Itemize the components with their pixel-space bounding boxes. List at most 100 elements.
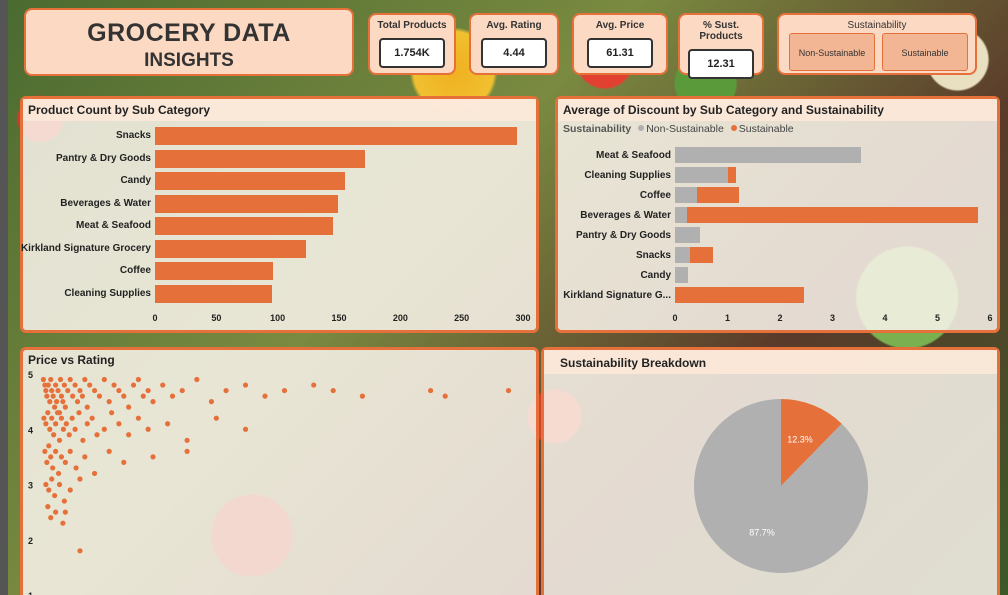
- scatter-point[interactable]: [55, 387, 61, 394]
- scatter-point[interactable]: [58, 393, 65, 399]
- scatter-point[interactable]: [67, 376, 73, 383]
- legend-item-sustainable[interactable]: Sustainable: [738, 123, 794, 135]
- scatter-point[interactable]: [54, 410, 61, 416]
- scatter-point[interactable]: [116, 387, 122, 394]
- scatter-point[interactable]: [49, 387, 55, 394]
- pie-slice[interactable]: [694, 399, 868, 573]
- scatter-point[interactable]: [51, 432, 57, 438]
- slicer-option-non-sustainable[interactable]: Non-Sustainable: [789, 33, 875, 71]
- scatter-point[interactable]: [76, 410, 82, 416]
- scatter-point[interactable]: [116, 421, 122, 427]
- scatter-point[interactable]: [84, 421, 90, 427]
- scatter-point[interactable]: [121, 393, 127, 399]
- scatter-point[interactable]: [96, 393, 103, 399]
- scatter-point[interactable]: [49, 415, 55, 421]
- scatter-point[interactable]: [65, 387, 71, 394]
- scatter-point[interactable]: [77, 476, 83, 482]
- scatter-point[interactable]: [126, 432, 132, 438]
- scatter-point[interactable]: [179, 387, 185, 394]
- scatter-point[interactable]: [43, 387, 49, 394]
- scatter-point[interactable]: [106, 448, 112, 454]
- scatter-point[interactable]: [58, 415, 65, 421]
- scatter-point[interactable]: [213, 415, 219, 421]
- scatter-point[interactable]: [94, 432, 100, 438]
- scatter-point[interactable]: [77, 548, 83, 554]
- scatter-point[interactable]: [74, 399, 81, 405]
- scatter-point[interactable]: [72, 426, 78, 432]
- scatter-point[interactable]: [48, 376, 54, 383]
- scatter-point[interactable]: [145, 387, 151, 394]
- scatter-point[interactable]: [135, 376, 141, 383]
- scatter-point[interactable]: [106, 399, 112, 405]
- scatter-point[interactable]: [130, 382, 137, 388]
- scatter-point[interactable]: [52, 404, 58, 410]
- scatter-point[interactable]: [145, 426, 151, 432]
- scatter-point[interactable]: [87, 382, 93, 388]
- scatter-point[interactable]: [223, 387, 229, 394]
- scatter-point[interactable]: [160, 382, 166, 388]
- scatter-point[interactable]: [45, 382, 51, 388]
- scatter-point[interactable]: [56, 437, 63, 443]
- scatter-point[interactable]: [49, 476, 55, 482]
- scatter-point[interactable]: [505, 387, 512, 394]
- scatter-point[interactable]: [82, 454, 88, 460]
- scatter-point[interactable]: [45, 504, 51, 510]
- scatter-point[interactable]: [242, 382, 249, 388]
- pie-slice[interactable]: [781, 399, 842, 486]
- scatter-point[interactable]: [67, 448, 73, 454]
- scatter-point[interactable]: [47, 426, 53, 432]
- scatter-point[interactable]: [53, 509, 59, 515]
- scatter-point[interactable]: [428, 387, 434, 394]
- scatter-point[interactable]: [60, 520, 66, 526]
- scatter-point[interactable]: [50, 465, 56, 471]
- scatter-point[interactable]: [135, 415, 141, 421]
- scatter-point[interactable]: [46, 487, 52, 493]
- scatter-point[interactable]: [61, 498, 67, 504]
- scatter-point[interactable]: [70, 393, 76, 399]
- scatter-point[interactable]: [62, 459, 68, 465]
- scatter-point[interactable]: [101, 376, 107, 383]
- scatter-point[interactable]: [281, 387, 288, 394]
- scatter-point[interactable]: [60, 399, 66, 405]
- scatter-point[interactable]: [67, 487, 73, 493]
- scatter-point[interactable]: [208, 399, 215, 405]
- scatter-point[interactable]: [57, 376, 64, 383]
- scatter-point[interactable]: [262, 393, 268, 399]
- scatter-point[interactable]: [46, 443, 52, 449]
- scatter-point[interactable]: [121, 459, 127, 465]
- scatter-point[interactable]: [47, 399, 53, 405]
- scatter-point[interactable]: [50, 393, 56, 399]
- scatter-point[interactable]: [242, 426, 249, 432]
- scatter-point[interactable]: [442, 393, 448, 399]
- legend-item-non-sustainable[interactable]: Non-Sustainable: [646, 123, 724, 135]
- scatter-point[interactable]: [73, 465, 79, 471]
- scatter-point[interactable]: [66, 432, 72, 438]
- scatter-point[interactable]: [311, 382, 317, 388]
- scatter-point[interactable]: [79, 393, 85, 399]
- scatter-point[interactable]: [52, 492, 58, 499]
- scatter-point[interactable]: [69, 415, 75, 421]
- scatter-point[interactable]: [53, 448, 59, 454]
- scatter-point[interactable]: [60, 426, 67, 432]
- scatter-point[interactable]: [184, 448, 190, 454]
- scatter-point[interactable]: [58, 454, 65, 460]
- scatter-point[interactable]: [330, 387, 336, 394]
- scatter-point[interactable]: [42, 448, 48, 454]
- scatter-point[interactable]: [53, 421, 59, 427]
- scatter-point[interactable]: [62, 509, 68, 515]
- scatter-point[interactable]: [140, 393, 146, 399]
- scatter-point[interactable]: [77, 387, 83, 394]
- scatter-point[interactable]: [48, 454, 54, 460]
- scatter-point[interactable]: [40, 376, 47, 383]
- scatter-point[interactable]: [63, 421, 69, 427]
- scatter-point[interactable]: [62, 404, 68, 410]
- scatter-point[interactable]: [43, 421, 49, 427]
- scatter-point[interactable]: [91, 387, 98, 394]
- scatter-point[interactable]: [53, 382, 59, 388]
- scatter-point[interactable]: [359, 393, 366, 399]
- scatter-point[interactable]: [194, 376, 200, 383]
- scatter-point[interactable]: [45, 410, 51, 416]
- scatter-point[interactable]: [169, 393, 176, 399]
- scatter-point[interactable]: [84, 404, 90, 410]
- scatter-point[interactable]: [61, 382, 67, 388]
